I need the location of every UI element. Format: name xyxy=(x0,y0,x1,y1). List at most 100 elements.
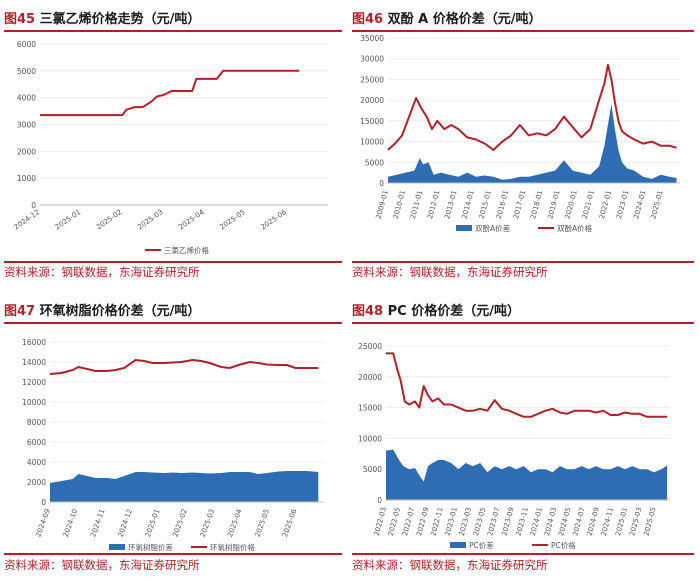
series-line xyxy=(387,63,677,151)
y-tick-label: 5000 xyxy=(365,158,384,167)
x-tick-label: 2023-01 xyxy=(444,506,459,536)
legend-label: PC价格 xyxy=(551,540,576,550)
title-rule xyxy=(4,322,342,324)
y-tick-label: 10000 xyxy=(360,138,384,147)
x-tick-label: 2025-03 xyxy=(199,508,217,538)
legend-item: 三氯乙烯价格 xyxy=(145,245,209,255)
source-note: 资料来源：钢联数据，东海证券研究所 xyxy=(352,265,548,279)
y-tick-label: 1000 xyxy=(17,174,36,183)
legend-swatch xyxy=(456,225,472,231)
y-tick-label: 25000 xyxy=(358,342,382,351)
x-tick-label: 2024-09 xyxy=(34,508,52,538)
y-tick-label: 6000 xyxy=(17,40,36,49)
x-tick-label: 2018-01 xyxy=(529,189,544,219)
legend-label: 三氯乙烯价格 xyxy=(164,245,209,255)
y-tick-label: 15000 xyxy=(358,404,382,413)
x-tick-label: 2022-03 xyxy=(373,506,388,536)
legend-item: 双酚A价差 xyxy=(456,223,511,233)
title-rule xyxy=(4,30,342,32)
x-tick-label: 2014-01 xyxy=(461,189,476,219)
x-tick-label: 2025-01 xyxy=(614,506,629,536)
x-tick-label: 2022-01 xyxy=(598,189,613,219)
y-tick-label: 5000 xyxy=(17,67,36,76)
x-tick-label: 2016-01 xyxy=(495,189,510,219)
y-tick-label: 5000 xyxy=(363,465,382,474)
chart-svg: 0 5000 10000 15000 20000 25000 30000 35000 2009-… xyxy=(360,34,680,233)
figure-title: 环氧树脂价格价差（元/吨） xyxy=(39,304,201,319)
x-tick-label: 2015-01 xyxy=(478,189,493,219)
y-tick-label: 2000 xyxy=(17,147,36,156)
x-tick-label: 2022-09 xyxy=(415,506,430,536)
y-tick-label: 10000 xyxy=(358,434,382,443)
series-area xyxy=(50,471,319,502)
series-area xyxy=(386,449,668,500)
legend-swatch xyxy=(450,542,466,548)
source-rule xyxy=(4,261,342,263)
x-tick-label: 2023-07 xyxy=(486,506,501,536)
x-tick-label: 2023-03 xyxy=(458,506,473,536)
y-tick-label: 4000 xyxy=(27,458,46,467)
legend-swatch xyxy=(109,544,125,550)
y-tick-label: 0 xyxy=(41,498,46,507)
y-tick-label: 20000 xyxy=(360,96,384,105)
legend-item: 环氧树脂价格 xyxy=(191,542,255,552)
y-tick-label: 3000 xyxy=(17,121,36,130)
x-tick-label: 2024-11 xyxy=(89,508,107,538)
y-tick-label: 12000 xyxy=(22,378,46,387)
x-tick-label: 2022-05 xyxy=(387,506,402,536)
x-tick-label: 2023-05 xyxy=(472,506,487,536)
chart-svg: 05000100001500020000250002022-032022-052… xyxy=(358,342,670,550)
x-tick-label: 2024-07 xyxy=(571,506,586,536)
title-rule xyxy=(352,30,694,32)
x-tick-label: 2024-03 xyxy=(543,506,558,536)
chart-title: 图45 三氯乙烯价格走势（元/吨） xyxy=(4,8,200,27)
x-tick-label: 2024-12 xyxy=(117,508,135,538)
y-tick-label: 0 xyxy=(377,496,382,505)
source-note: 资料来源：钢联数据，东海证券研究所 xyxy=(4,265,200,279)
x-tick-label: 2019-01 xyxy=(546,189,561,219)
x-tick-label: 2025-05 xyxy=(254,508,272,538)
y-tick-label: 0 xyxy=(31,201,36,210)
x-tick-label: 2025-01 xyxy=(144,508,162,538)
source-rule xyxy=(352,553,694,555)
legend-label: 环氧树脂价差 xyxy=(128,542,173,552)
legend-label: 双酚A价差 xyxy=(475,223,511,233)
y-tick-label: 2000 xyxy=(27,478,46,487)
series-line xyxy=(386,352,668,418)
x-tick-label: 2025-05 xyxy=(218,208,247,231)
figure-number: 图45 xyxy=(4,12,36,27)
x-tick-label: 2022-11 xyxy=(429,506,444,536)
y-tick-label: 14000 xyxy=(22,358,46,367)
legend-item: 双酚A价格 xyxy=(538,223,593,233)
figure-title: 双酚 A 价格价差（元/吨） xyxy=(387,12,542,27)
y-tick-label: 8000 xyxy=(27,418,46,427)
x-tick-label: 2010-01 xyxy=(392,189,407,219)
source-rule xyxy=(352,261,694,263)
x-tick-label: 2025-04 xyxy=(177,208,206,232)
source-note: 资料来源：钢联数据，东海证券研究所 xyxy=(352,558,548,572)
series-line xyxy=(49,359,319,375)
x-tick-label: 2022-07 xyxy=(401,506,416,536)
y-tick-label: 4000 xyxy=(17,94,36,103)
x-tick-label: 2024-12 xyxy=(13,208,42,231)
figure-title: PC 价格价差（元/吨） xyxy=(387,304,520,319)
chart-panel-fig47: 图47 环氧树脂价格价差（元/吨） 0 2000 4000 6000 8000 10000… xyxy=(4,296,344,580)
chart-panel-fig48: 图48 PC 价格价差（元/吨） 0 5000 10000 15000 20000 250… xyxy=(352,296,696,580)
figure-number: 图48 xyxy=(352,304,384,319)
x-tick-label: 2025-01 xyxy=(649,189,664,219)
legend-item: 环氧树脂价差 xyxy=(109,542,173,552)
x-tick-label: 2012-01 xyxy=(426,189,441,219)
x-tick-label: 2025-02 xyxy=(95,208,124,231)
y-tick-label: 30000 xyxy=(360,55,384,64)
x-tick-label: 2020-01 xyxy=(564,189,579,219)
chart-svg: 0 2000 4000 6000 8000 10000 12000 14000 16000 202… xyxy=(22,338,324,552)
x-tick-label: 2024-05 xyxy=(557,506,572,536)
x-tick-label: 2013-01 xyxy=(443,189,458,219)
chart-panel-fig45: 图45 三氯乙烯价格走势（元/吨） 0 1000 2000 3000 4000 5000 6… xyxy=(4,4,344,289)
x-tick-label: 2025-05 xyxy=(642,506,657,536)
x-tick-label: 2025-04 xyxy=(226,507,244,538)
figure-number: 图47 xyxy=(4,304,36,319)
y-tick-label: 0 xyxy=(379,179,384,188)
x-tick-label: 2025-01 xyxy=(54,208,83,231)
chart-title: 图48 PC 价格价差（元/吨） xyxy=(352,300,520,319)
